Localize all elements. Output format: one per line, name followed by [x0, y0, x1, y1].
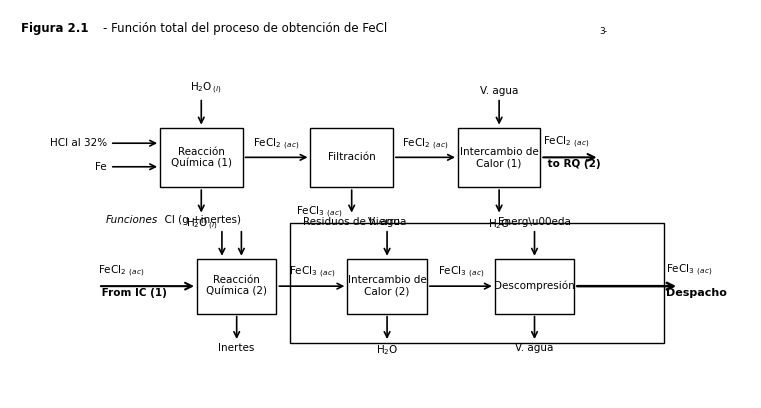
Text: FeCl$_2$ $_{(ac)}$: FeCl$_2$ $_{(ac)}$ [543, 135, 590, 151]
Text: FeCl$_2$ $_{(ac)}$: FeCl$_2$ $_{(ac)}$ [98, 264, 145, 279]
Text: FeCl$_3$ $_{(ac)}$: FeCl$_3$ $_{(ac)}$ [666, 263, 712, 278]
Text: Intercambio de
Calor (2): Intercambio de Calor (2) [348, 275, 426, 297]
Text: Inertes: Inertes [218, 344, 255, 353]
Text: .: . [603, 22, 607, 35]
Text: From IC (1): From IC (1) [98, 288, 167, 298]
Bar [160, 127, 243, 187]
Text: H$_2$O: H$_2$O [488, 217, 511, 231]
Text: FeCl$_3$ $_{(ac)}$: FeCl$_3$ $_{(ac)}$ [438, 265, 484, 280]
Text: FeCl$_3$ $_{(ac)}$: FeCl$_3$ $_{(ac)}$ [288, 265, 335, 280]
Text: H$_2$O$_{\/(l)}$: H$_2$O$_{\/(l)}$ [190, 81, 221, 96]
Text: FeCl$_2$ $_{(ac)}$: FeCl$_2$ $_{(ac)}$ [403, 136, 448, 152]
Text: Fe: Fe [95, 162, 107, 172]
Text: Despacho: Despacho [666, 288, 727, 298]
Bar [310, 127, 393, 187]
Text: FeCl$_2$ $_{(ac)}$: FeCl$_2$ $_{(ac)}$ [253, 136, 300, 152]
Bar [290, 223, 664, 343]
Text: V. agua: V. agua [368, 217, 406, 227]
Bar [347, 259, 427, 314]
Text: Energ\u00eda: Energ\u00eda [498, 217, 571, 227]
Text: - Función total del proceso de obtención de FeCl: - Función total del proceso de obtención… [103, 22, 387, 35]
Text: V. agua: V. agua [480, 86, 518, 96]
Text: HCl al 32%: HCl al 32% [49, 138, 107, 148]
Text: to RQ (2): to RQ (2) [544, 159, 600, 169]
Text: Funciones: Funciones [106, 215, 158, 225]
Text: Reacción
Química (1): Reacción Química (1) [170, 146, 232, 168]
Text: H$_2$O: H$_2$O [376, 344, 398, 357]
Text: Cl (g +inertes): Cl (g +inertes) [158, 215, 241, 225]
Text: V. agua: V. agua [515, 344, 554, 353]
Text: H$_2$O$_{\/(l)}$: H$_2$O$_{\/(l)}$ [186, 217, 217, 233]
Bar [458, 127, 540, 187]
Text: Figura 2.1: Figura 2.1 [21, 22, 89, 35]
Bar [495, 259, 575, 314]
Text: Descompresión: Descompresión [494, 281, 575, 291]
Text: 3: 3 [599, 27, 605, 35]
Bar [197, 259, 276, 314]
Text: Intercambio de
Calor (1): Intercambio de Calor (1) [460, 146, 539, 168]
Text: Filtración: Filtración [328, 152, 375, 162]
Text: Reacción
Química (2): Reacción Química (2) [206, 275, 267, 297]
Text: FeCl$_3$ $_{(ac)}$: FeCl$_3$ $_{(ac)}$ [295, 204, 342, 220]
Text: Residuos de hierro: Residuos de hierro [303, 217, 400, 227]
